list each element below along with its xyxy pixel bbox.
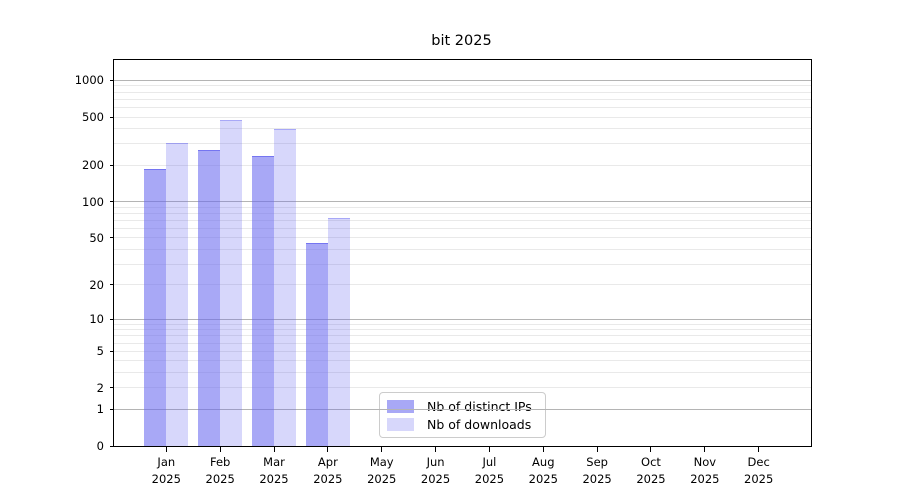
legend-label-distinct-ips: Nb of distinct IPs: [427, 398, 532, 414]
x-tick-label: Nov 2025: [677, 454, 733, 487]
bar-distinct-ips: [305, 243, 328, 446]
x-tick-mark: [704, 446, 706, 452]
y-tick-mark: [110, 284, 114, 286]
x-tick-year: 2025: [420, 471, 451, 486]
y-tick-label: 50: [89, 230, 104, 245]
x-tick-mark: [327, 446, 329, 452]
x-tick-mark: [435, 446, 437, 452]
x-tick-month: Jul: [482, 455, 497, 469]
x-tick-label: Mar 2025: [246, 454, 302, 487]
x-tick-year: 2025: [636, 471, 666, 486]
x-tick-month: Sep: [586, 455, 608, 469]
x-tick-month: Apr: [317, 455, 338, 469]
y-tick-label: 0: [96, 439, 104, 453]
legend-item-downloads: Nb of downloads: [387, 416, 537, 432]
x-tick-mark: [488, 446, 490, 452]
x-tick-year: 2025: [744, 471, 774, 486]
y-tick-label: 500: [82, 110, 104, 124]
y-tick-label: 1: [96, 402, 104, 417]
x-tick-month: Aug: [532, 455, 555, 469]
bar-distinct-ips: [144, 169, 167, 446]
gridline-major: [114, 79, 811, 81]
x-tick-month: Mar: [263, 455, 285, 469]
y-tick-mark: [110, 350, 114, 352]
bar-downloads: [220, 120, 243, 446]
x-tick-year: 2025: [259, 471, 289, 486]
x-tick-label: May 2025: [354, 454, 410, 487]
x-tick-mark: [381, 446, 383, 452]
x-tick-month: Dec: [747, 455, 770, 469]
x-tick-mark: [542, 446, 544, 452]
y-tick-label: 200: [82, 158, 104, 173]
x-tick-month: Jan: [157, 455, 176, 469]
x-tick-year: 2025: [313, 471, 343, 486]
gridline-minor: [114, 106, 811, 108]
gridline-minor: [114, 85, 811, 87]
x-tick-mark: [165, 446, 167, 452]
gridline-minor: [114, 116, 811, 118]
y-tick-mark: [110, 237, 114, 239]
gridline-minor: [114, 143, 811, 145]
x-tick-year: 2025: [205, 471, 235, 486]
x-tick-year: 2025: [690, 471, 720, 486]
y-tick-mark: [110, 201, 114, 203]
x-tick-month: Oct: [641, 455, 661, 469]
bar-downloads: [327, 217, 350, 446]
x-tick-label: Oct 2025: [623, 454, 679, 487]
x-tick-year: 2025: [151, 471, 181, 486]
bar-downloads: [166, 142, 189, 446]
y-tick-mark: [110, 79, 114, 81]
legend-swatch-downloads: [387, 417, 414, 431]
x-tick-year: 2025: [582, 471, 612, 486]
y-tick-mark: [110, 318, 114, 320]
x-tick-mark: [758, 446, 760, 452]
y-tick-mark: [110, 408, 114, 410]
y-tick-label: 20: [89, 277, 104, 292]
bar-downloads: [274, 129, 296, 446]
x-tick-label: Aug 2025: [515, 454, 571, 487]
x-tick-label: Sep 2025: [569, 454, 625, 487]
legend-label-downloads: Nb of downloads: [427, 416, 532, 432]
gridline-minor: [114, 128, 811, 130]
x-tick-mark: [650, 446, 652, 452]
y-tick-mark: [110, 445, 114, 447]
x-tick-year: 2025: [528, 471, 558, 486]
x-tick-label: Feb 2025: [192, 454, 248, 487]
legend-item-distinct-ips: Nb of distinct IPs: [387, 398, 537, 414]
x-tick-mark: [596, 446, 598, 452]
x-tick-label: Jan 2025: [138, 454, 194, 487]
bar-distinct-ips: [252, 156, 274, 446]
y-tick-label: 5: [96, 344, 104, 359]
bar-distinct-ips: [198, 149, 221, 446]
x-tick-label: Apr 2025: [300, 454, 356, 487]
x-tick-label: Dec 2025: [731, 454, 787, 487]
x-tick-label: Jun 2025: [408, 454, 464, 487]
x-tick-label: Jul 2025: [461, 454, 517, 487]
plot-area: Nb of distinct IPs Nb of downloads 1000 5…: [75, 59, 812, 486]
y-tick-label: 2: [96, 380, 104, 395]
x-tick-year: 2025: [367, 471, 397, 486]
x-tick-mark: [273, 446, 275, 452]
x-tick-month: Feb: [209, 455, 231, 469]
legend: Nb of distinct IPs Nb of downloads: [379, 392, 546, 438]
y-tick-label: 10: [89, 312, 104, 327]
x-tick-month: May: [369, 455, 394, 469]
y-tick-mark: [110, 164, 114, 166]
chart-title: bit 2025: [431, 33, 492, 49]
x-tick-year: 2025: [474, 471, 505, 486]
y-tick-mark: [110, 387, 114, 389]
legend-swatch-distinct-ips: [387, 399, 414, 413]
x-tick-month: Jun: [426, 455, 445, 469]
gridline-minor: [114, 98, 811, 100]
x-tick-mark: [219, 446, 221, 452]
gridline-minor: [114, 91, 811, 93]
y-tick-label: 100: [82, 194, 104, 209]
x-tick-month: Nov: [693, 455, 717, 469]
y-tick-mark: [110, 116, 114, 118]
y-tick-label: 1000: [74, 73, 104, 88]
